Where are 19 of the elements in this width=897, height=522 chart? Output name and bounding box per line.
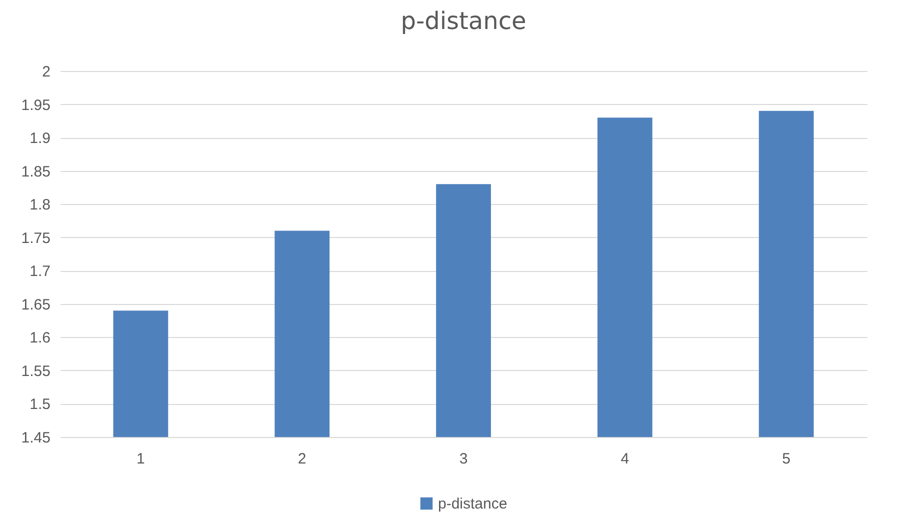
y-tick-label: 1.55 (21, 362, 50, 380)
x-tick-label: 4 (620, 450, 630, 468)
x-tick-label: 2 (298, 450, 306, 468)
y-tick-label: 1.5 (30, 396, 50, 414)
y-tick-label: 1.6 (30, 330, 50, 347)
y-tick-label: 1.85 (21, 163, 50, 180)
x-tick-label: 1 (136, 450, 145, 468)
y-tick-label: 1.45 (21, 430, 50, 446)
y-tick-label: 1.65 (21, 296, 50, 314)
chart-title: p-distance (400, 7, 526, 35)
x-tick-label: 3 (459, 450, 468, 468)
y-tick-label: 2 (42, 64, 50, 80)
y-tick-label: 1.8 (30, 196, 50, 214)
x-tick-label: 5 (782, 450, 790, 468)
y-tick-label: 1.7 (30, 263, 50, 280)
y-tick-label: 1.95 (21, 96, 50, 114)
y-tick-label: 1.75 (21, 230, 50, 247)
legend-label: p-distance (438, 496, 508, 512)
y-tick-label: 1.9 (30, 130, 50, 148)
